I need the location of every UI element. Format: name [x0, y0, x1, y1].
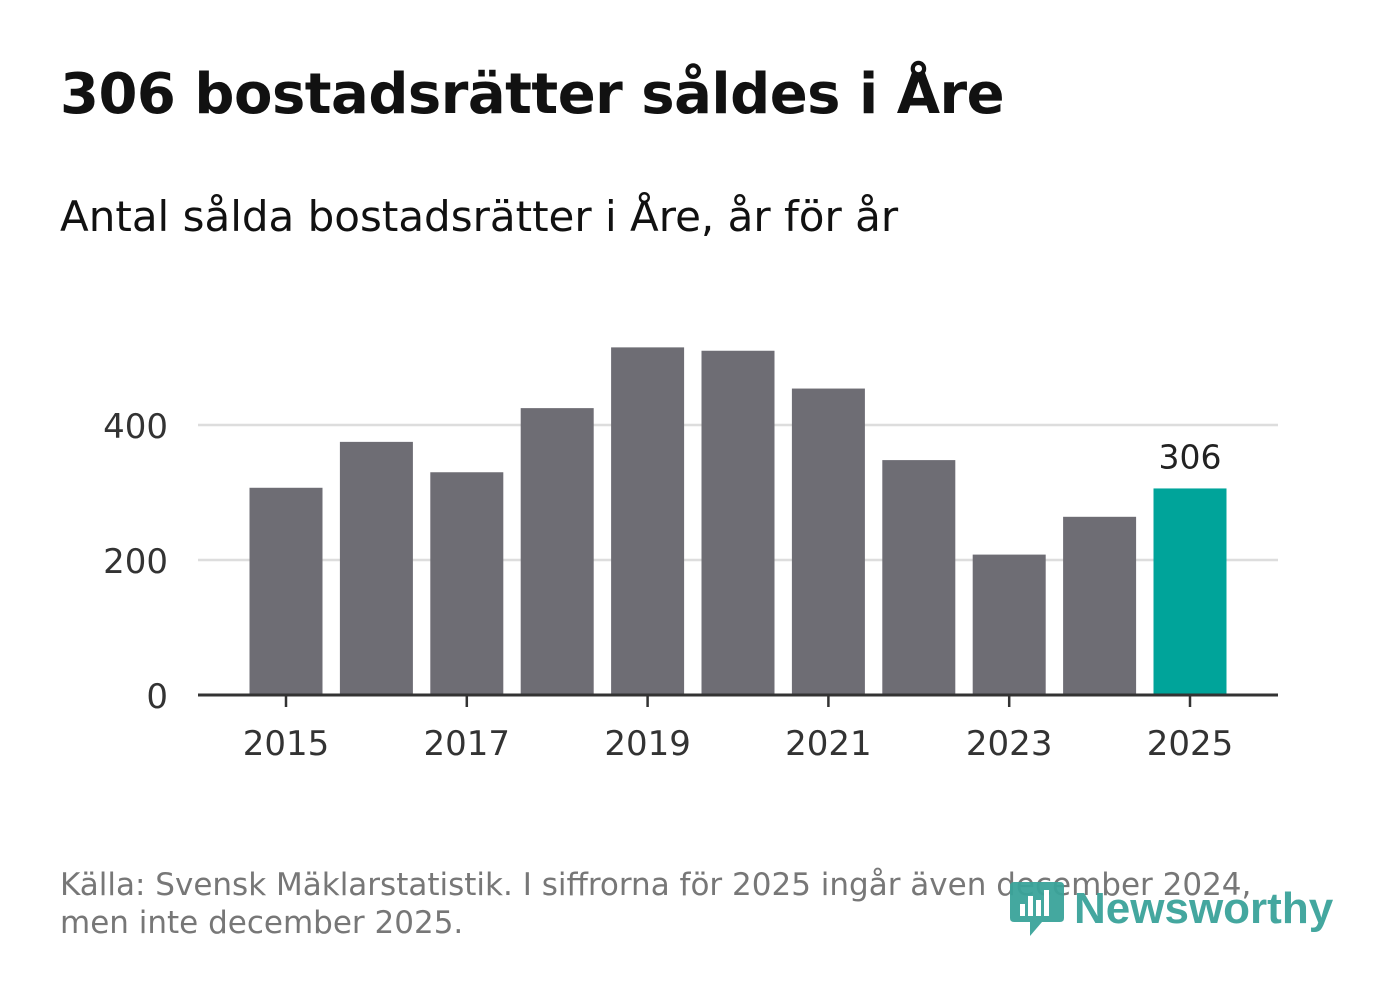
bar-2018 [520, 408, 594, 695]
newsworthy-logo: Newsworthy [1008, 878, 1333, 940]
y-tick-label-400: 400 [103, 407, 168, 447]
bar-2024 [1063, 516, 1137, 695]
chart-subtitle: Antal sålda bostadsrätter i Åre, år för … [60, 192, 899, 241]
x-tick-label-2021: 2021 [785, 724, 872, 764]
bar-2021 [791, 388, 865, 695]
bar-2017 [430, 472, 504, 695]
bar-2025 [1153, 488, 1227, 695]
bar-2023 [972, 554, 1046, 695]
bar-2019 [611, 347, 685, 695]
bar-2016 [339, 441, 413, 695]
bar-2022 [882, 460, 956, 695]
x-tick-label-2017: 2017 [424, 724, 511, 764]
newsworthy-logo-icon [1010, 882, 1064, 936]
bar-2020 [701, 350, 775, 695]
logo-text: Newsworthy [1074, 884, 1334, 933]
x-tick-label-2019: 2019 [604, 724, 691, 764]
data-label-2025: 306 [1159, 437, 1222, 476]
x-tick-label-2023: 2023 [966, 724, 1053, 764]
x-tick-label-2015: 2015 [243, 724, 330, 764]
x-tick-label-2025: 2025 [1147, 724, 1234, 764]
y-tick-label-200: 200 [103, 542, 168, 582]
y-tick-label-0: 0 [146, 677, 168, 717]
bar-2015 [249, 487, 323, 695]
chart-title: 306 bostadsrätter såldes i Åre [60, 62, 1005, 127]
